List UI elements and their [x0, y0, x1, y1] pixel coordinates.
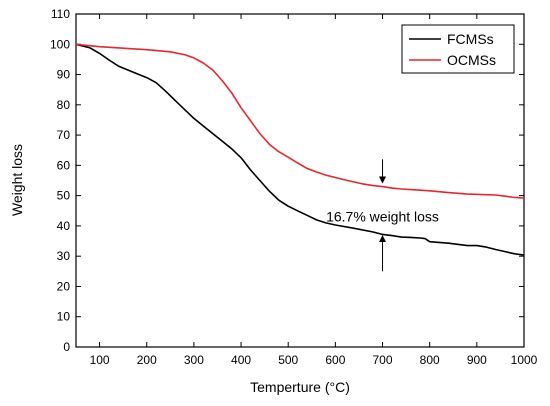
y-axis-ticks: 0 10 20 30 40 50 60 70 80 90 100 110 [50, 7, 524, 354]
legend: FCMSs OCMSs [401, 24, 515, 74]
annotation-arrow-head [379, 176, 387, 184]
x-tick-label: 700 [373, 353, 393, 367]
series-layer [75, 43, 525, 256]
annotation-arrow-head [379, 234, 387, 242]
legend-label-fcmss: FCMSs [447, 31, 494, 47]
x-tick-label: 100 [90, 353, 110, 367]
series-line-fcmss [75, 43, 525, 256]
y-axis-title: Weight loss [9, 144, 25, 216]
x-tick-label: 300 [184, 353, 204, 367]
x-axis-title: Temperture (°C) [250, 379, 350, 395]
y-tick-label: 50 [57, 189, 71, 203]
y-tick-label: 80 [57, 98, 71, 112]
x-tick-label: 200 [137, 353, 157, 367]
x-tick-label: 500 [278, 353, 298, 367]
annotations: 16.7% weight loss [326, 208, 439, 224]
y-tick-label: 30 [57, 249, 71, 263]
x-tick-label: 400 [231, 353, 251, 367]
y-tick-label: 70 [57, 128, 71, 142]
series-line-ocmss [75, 43, 525, 199]
x-axis-ticks: 100 200 300 400 500 600 700 800 900 1000 [90, 14, 538, 367]
x-tick-label: 1000 [511, 353, 538, 367]
y-tick-label: 100 [50, 37, 70, 51]
x-tick-label: 900 [467, 353, 487, 367]
y-tick-label: 90 [57, 68, 71, 82]
legend-label-ocmss: OCMSs [447, 52, 496, 68]
y-tick-label: 20 [57, 279, 71, 293]
legend-box [401, 24, 515, 74]
y-tick-label: 40 [57, 219, 71, 233]
y-tick-label: 0 [63, 340, 70, 354]
annotation-arrows [379, 159, 387, 272]
x-tick-label: 800 [420, 353, 440, 367]
y-tick-label: 110 [51, 7, 70, 21]
annotation-label: 16.7% weight loss [326, 208, 439, 224]
x-tick-label: 600 [325, 353, 345, 367]
y-tick-label: 10 [57, 310, 71, 324]
plot-frame [75, 13, 525, 348]
y-tick-label: 60 [57, 158, 71, 172]
